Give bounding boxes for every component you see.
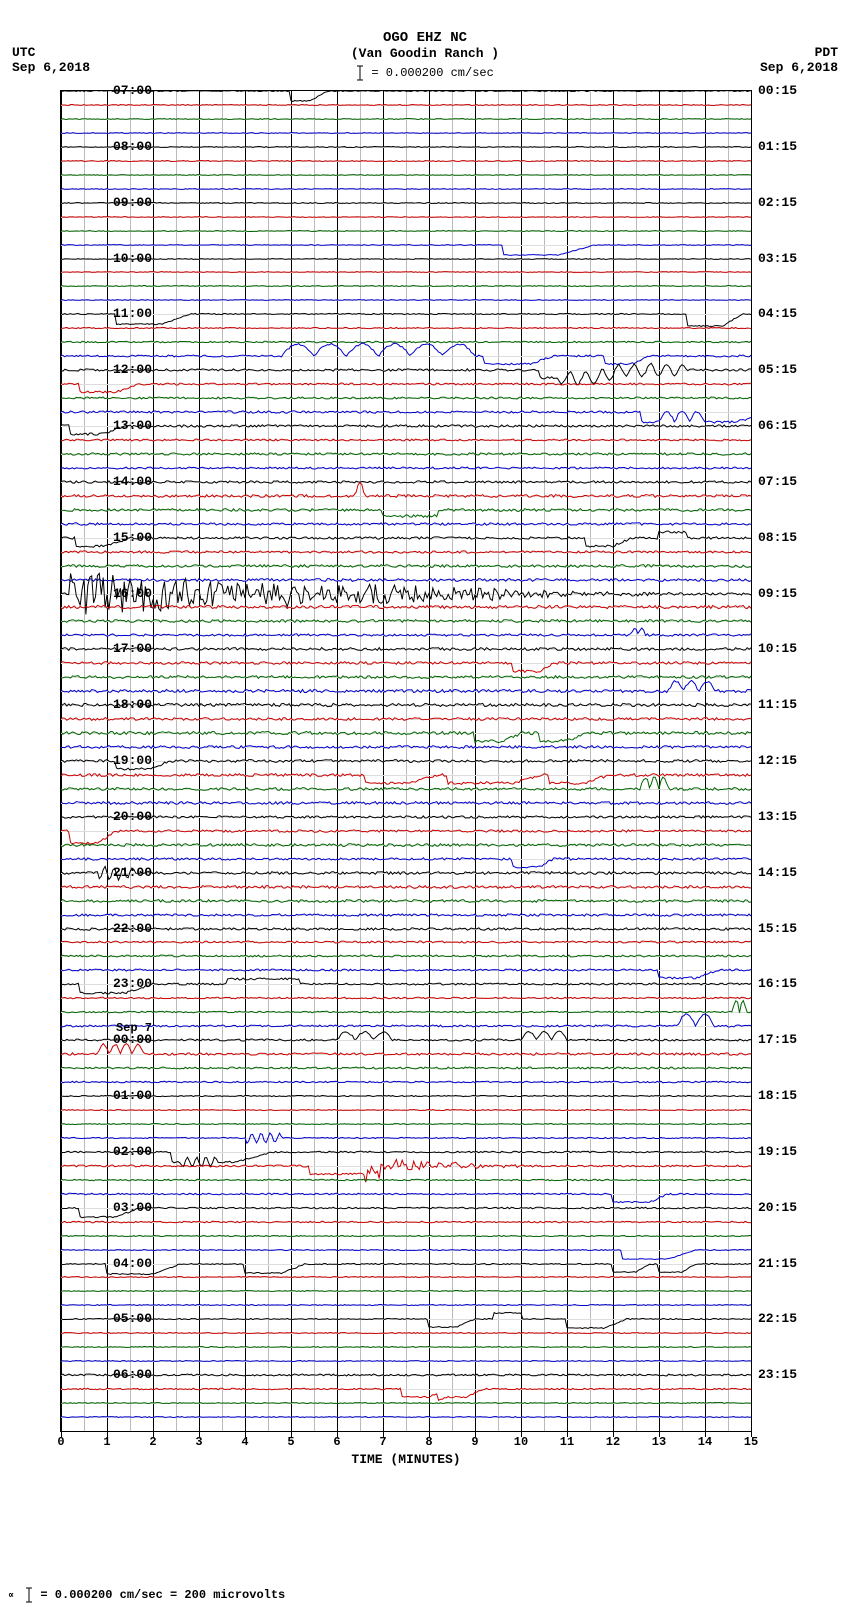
- pdt-time-label: 05:15: [758, 362, 797, 377]
- utc-time-label: 11:00: [102, 306, 152, 321]
- utc-time-label: 06:00: [102, 1367, 152, 1382]
- utc-time-label: 15:00: [102, 530, 152, 545]
- utc-time-label: 19:00: [102, 753, 152, 768]
- pdt-time-label: 15:15: [758, 921, 797, 936]
- utc-time-label: 22:00: [102, 921, 152, 936]
- pdt-time-label: 10:15: [758, 641, 797, 656]
- pdt-time-label: 17:15: [758, 1032, 797, 1047]
- seismogram-page: UTC Sep 6,2018 PDT Sep 6,2018 OGO EHZ NC…: [0, 0, 850, 1613]
- pdt-time-label: 09:15: [758, 586, 797, 601]
- x-axis-label: TIME (MINUTES): [61, 1452, 751, 1467]
- utc-time-label: 01:00: [102, 1088, 152, 1103]
- pdt-time-label: 23:15: [758, 1367, 797, 1382]
- utc-time-label: 08:00: [102, 139, 152, 154]
- helicorder-grid: TIME (MINUTES) 0123456789101112131415: [60, 90, 752, 1432]
- pdt-time-label: 18:15: [758, 1088, 797, 1103]
- utc-time-label: 00:00: [102, 1032, 152, 1047]
- utc-time-label: 13:00: [102, 418, 152, 433]
- pdt-time-label: 11:15: [758, 697, 797, 712]
- trace-row: [61, 1387, 751, 1447]
- utc-time-label: 03:00: [102, 1200, 152, 1215]
- pdt-time-label: 06:15: [758, 418, 797, 433]
- utc-time-label: 09:00: [102, 195, 152, 210]
- station-subtitle: (Van Goodin Ranch ): [0, 46, 850, 61]
- utc-time-label: 12:00: [102, 362, 152, 377]
- footer-text: = 0.000200 cm/sec = 200 microvolts: [40, 1588, 285, 1602]
- utc-time-label: 07:00: [102, 83, 152, 98]
- utc-time-label: 16:00: [102, 586, 152, 601]
- utc-time-label: 18:00: [102, 697, 152, 712]
- utc-time-label: 10:00: [102, 251, 152, 266]
- footer-scale: ∝ = 0.000200 cm/sec = 200 microvolts: [8, 1587, 285, 1603]
- pdt-time-label: 22:15: [758, 1311, 797, 1326]
- utc-time-label: 14:00: [102, 474, 152, 489]
- pdt-time-label: 02:15: [758, 195, 797, 210]
- svg-text:∝: ∝: [8, 1591, 14, 1600]
- pdt-time-label: 12:15: [758, 753, 797, 768]
- pdt-time-label: 19:15: [758, 1144, 797, 1159]
- station-title: OGO EHZ NC: [0, 30, 850, 46]
- utc-time-label: 04:00: [102, 1256, 152, 1271]
- pdt-time-label: 01:15: [758, 139, 797, 154]
- pdt-time-label: 14:15: [758, 865, 797, 880]
- pdt-time-label: 08:15: [758, 530, 797, 545]
- pdt-time-label: 04:15: [758, 306, 797, 321]
- pdt-time-label: 13:15: [758, 809, 797, 824]
- pdt-time-label: 16:15: [758, 976, 797, 991]
- utc-time-label: 02:00: [102, 1144, 152, 1159]
- utc-time-label: 20:00: [102, 809, 152, 824]
- pdt-time-label: 03:15: [758, 251, 797, 266]
- pdt-time-label: 20:15: [758, 1200, 797, 1215]
- utc-time-label: 05:00: [102, 1311, 152, 1326]
- pdt-time-label: 21:15: [758, 1256, 797, 1271]
- utc-time-label: 21:00: [102, 865, 152, 880]
- pdt-time-label: 07:15: [758, 474, 797, 489]
- utc-time-label: 17:00: [102, 641, 152, 656]
- pdt-time-label: 00:15: [758, 83, 797, 98]
- utc-time-label: 23:00: [102, 976, 152, 991]
